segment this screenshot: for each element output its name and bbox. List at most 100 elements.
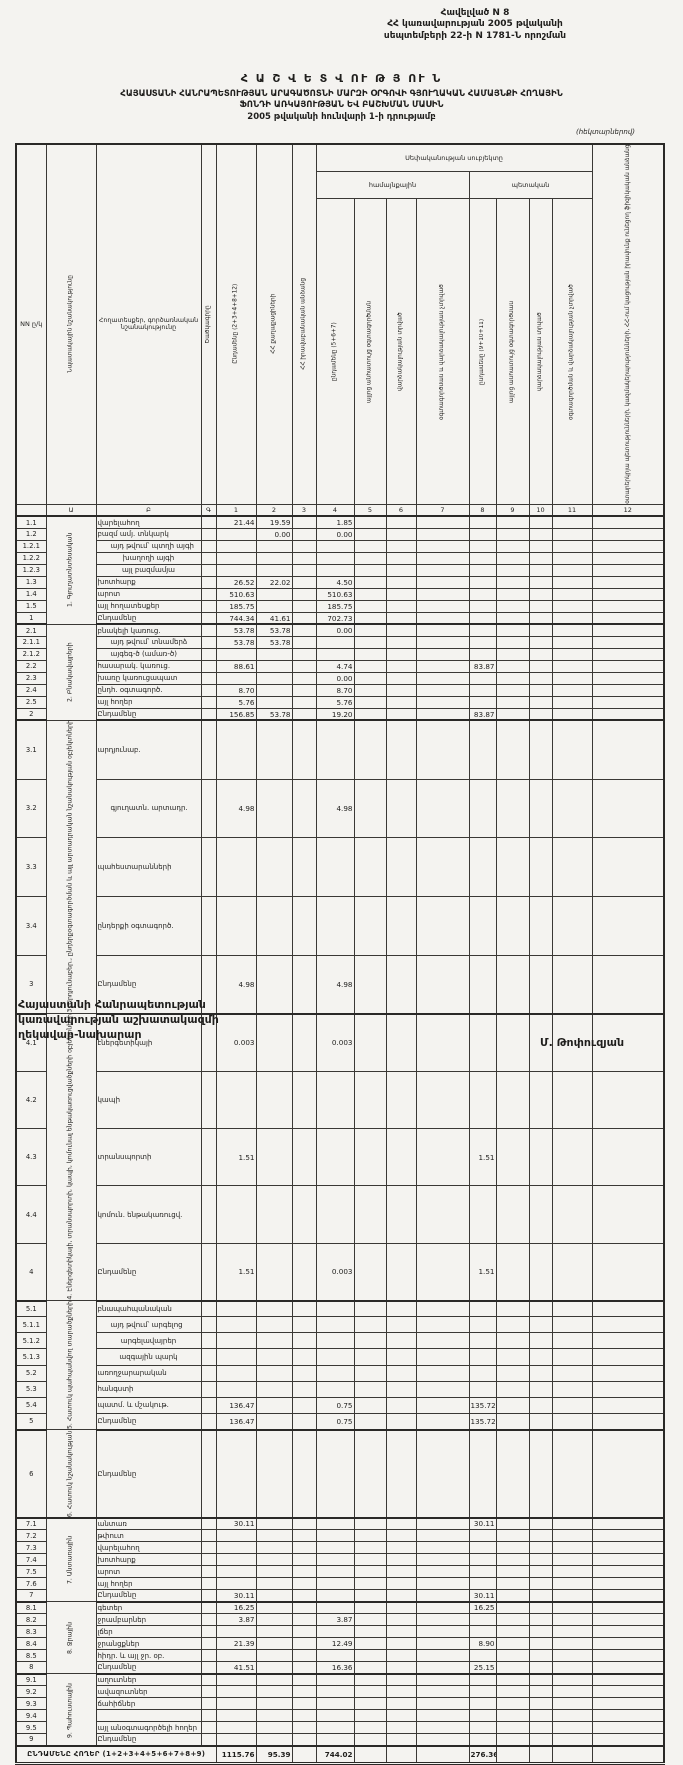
value-cell-col-5 bbox=[353, 1625, 387, 1639]
value-cell-col-7 bbox=[415, 623, 470, 637]
value-cell-col-7 bbox=[415, 1242, 470, 1302]
value-cell-col-6 bbox=[385, 1601, 417, 1615]
value-cell-col-1: 136.47 bbox=[215, 1412, 257, 1431]
value-cell-col-2: 22.02 bbox=[255, 575, 293, 589]
value-cell-col-3 bbox=[291, 659, 317, 673]
value-cell-col-7 bbox=[415, 1380, 470, 1398]
code-cell bbox=[200, 1316, 217, 1334]
value-cell-col-2 bbox=[255, 1709, 293, 1723]
value-cell-col-3 bbox=[291, 1348, 317, 1366]
section-total-row: 4 Ընդամենը 1.51 0.003 1.51 bbox=[15, 1242, 665, 1302]
value-cell-col-10 bbox=[528, 895, 553, 956]
value-cell-col-12 bbox=[591, 635, 665, 649]
value-cell-col-7 bbox=[415, 1721, 470, 1735]
row-label: այլ հողեր bbox=[95, 1577, 202, 1591]
value-cell-col-3 bbox=[291, 623, 317, 637]
row-nn: 5.4 bbox=[15, 1396, 47, 1414]
value-cell-col-6 bbox=[385, 1348, 417, 1366]
value-cell-col-3 bbox=[291, 719, 317, 780]
value-cell-col-5 bbox=[353, 1685, 387, 1699]
value-cell-col-4: 0.003 bbox=[315, 1013, 355, 1072]
row-label: թփուտ bbox=[95, 1529, 202, 1543]
value-cell-col-1: 510.63 bbox=[215, 587, 257, 601]
value-cell-col-6 bbox=[385, 1517, 417, 1531]
table-row: 8.2 ջրամբարներ 3.87 3.87 bbox=[15, 1613, 665, 1627]
value-cell-col-6 bbox=[385, 1709, 417, 1723]
value-cell-col-2: 0.00 bbox=[255, 527, 293, 541]
row-label: խոտհարք bbox=[95, 575, 202, 589]
row-nn: 9 bbox=[15, 1733, 47, 1747]
value-cell-col-2 bbox=[255, 683, 293, 697]
value-cell-col-5 bbox=[353, 1429, 387, 1519]
value-cell-col-3 bbox=[291, 599, 317, 613]
row-label: այդ թվում՝ պտղի այգի bbox=[95, 539, 202, 553]
value-cell-col-2 bbox=[255, 1553, 293, 1567]
value-cell-col-5 bbox=[353, 1673, 387, 1687]
value-cell-col-5 bbox=[353, 563, 387, 577]
value-cell-col-7 bbox=[415, 719, 470, 780]
value-cell-col-3 bbox=[291, 1601, 317, 1615]
row-nn: 5.2 bbox=[15, 1364, 47, 1382]
value-cell-col-8 bbox=[468, 1673, 497, 1687]
value-cell-col-9 bbox=[495, 1013, 530, 1072]
value-cell-col-10 bbox=[528, 1185, 553, 1244]
row-nn: 9.3 bbox=[15, 1697, 47, 1711]
value-cell-col-2 bbox=[255, 1541, 293, 1555]
value-cell-col-6 bbox=[385, 1649, 417, 1663]
value-cell-col-1: 0.003 bbox=[215, 1013, 257, 1072]
value-cell-col-3 bbox=[291, 1429, 317, 1519]
header-col-3: ՀՀ իրավաբանական անձանց bbox=[292, 144, 316, 505]
value-cell-col-9 bbox=[495, 1517, 530, 1531]
value-cell-col-5 bbox=[353, 719, 387, 780]
table-row: 1.2.2 խաղողի այգի bbox=[15, 551, 665, 565]
value-cell-col-8 bbox=[468, 611, 497, 626]
value-cell-col-4: 0.003 bbox=[315, 1242, 355, 1302]
title-block: Հ Ա Շ Վ Ե Տ Վ ՈՒ Թ Յ ՈՒ Ն ՀԱՅԱՍՏԱՆԻ ՀԱՆՐ… bbox=[0, 72, 683, 122]
value-cell-col-9 bbox=[495, 1396, 530, 1414]
appendix-line-3: սեպտեմբերի 22-ի N 1781-Ն որոշման bbox=[383, 30, 567, 41]
value-cell-col-12 bbox=[591, 1185, 665, 1244]
value-cell-col-1: 53.78 bbox=[215, 635, 257, 649]
value-cell-col-11 bbox=[551, 778, 593, 839]
value-cell-col-1: 26.52 bbox=[215, 575, 257, 589]
header-state-span: պետական bbox=[468, 171, 593, 200]
table-row: 3.2 գյուղատն. արտադր. 4.98 4.98 bbox=[15, 778, 665, 839]
value-cell-col-9 bbox=[495, 1661, 530, 1675]
row-label: արոտ bbox=[95, 1565, 202, 1579]
value-cell-col-3 bbox=[291, 1613, 317, 1627]
value-cell-col-6 bbox=[385, 635, 417, 649]
value-cell-col-3 bbox=[291, 1565, 317, 1579]
value-cell-col-12 bbox=[591, 611, 665, 626]
section-total-row: 6 6. Հատուկ նշանակության Ընդամենը bbox=[15, 1429, 665, 1519]
value-cell-col-7 bbox=[415, 611, 470, 626]
value-cell-col-3 bbox=[291, 1013, 317, 1072]
value-cell-col-8 bbox=[468, 1300, 497, 1318]
value-cell-col-11 bbox=[551, 1364, 593, 1382]
value-cell-col-9 bbox=[495, 1589, 530, 1603]
value-cell-col-7 bbox=[415, 1316, 470, 1334]
value-cell-col-5 bbox=[353, 527, 387, 541]
value-cell-col-5 bbox=[353, 539, 387, 553]
value-cell-col-10 bbox=[528, 1412, 553, 1431]
value-cell-col-6 bbox=[385, 1380, 417, 1398]
value-cell-col-12 bbox=[591, 1128, 665, 1187]
value-cell-col-1 bbox=[215, 719, 257, 780]
value-cell-col-10 bbox=[528, 1529, 553, 1543]
table-row: 1.2.3 այլ բազմամյա bbox=[15, 563, 665, 577]
value-cell-col-12 bbox=[591, 954, 665, 1015]
value-cell-col-5 bbox=[353, 1661, 387, 1675]
value-cell-col-9 bbox=[495, 707, 530, 722]
code-cell bbox=[200, 1348, 217, 1366]
value-cell-col-8 bbox=[468, 599, 497, 613]
value-cell-col-3 bbox=[291, 1396, 317, 1414]
value-cell-col-11 bbox=[551, 647, 593, 661]
value-cell-col-8 bbox=[468, 683, 497, 697]
row-label: խառը կառուցապատ bbox=[95, 671, 202, 685]
units-note: (հեկտարներով) bbox=[575, 128, 635, 136]
value-cell-col-2 bbox=[255, 1300, 293, 1318]
value-cell-col-5 bbox=[353, 1529, 387, 1543]
table-row: 7.6 այլ հողեր bbox=[15, 1577, 665, 1591]
value-cell-col-4 bbox=[315, 1348, 355, 1366]
value-cell-col-9 bbox=[495, 563, 530, 577]
table-row: 1.1 1. Գյուղատնտեսական վարելահող 21.44 19.59… bbox=[15, 515, 665, 625]
